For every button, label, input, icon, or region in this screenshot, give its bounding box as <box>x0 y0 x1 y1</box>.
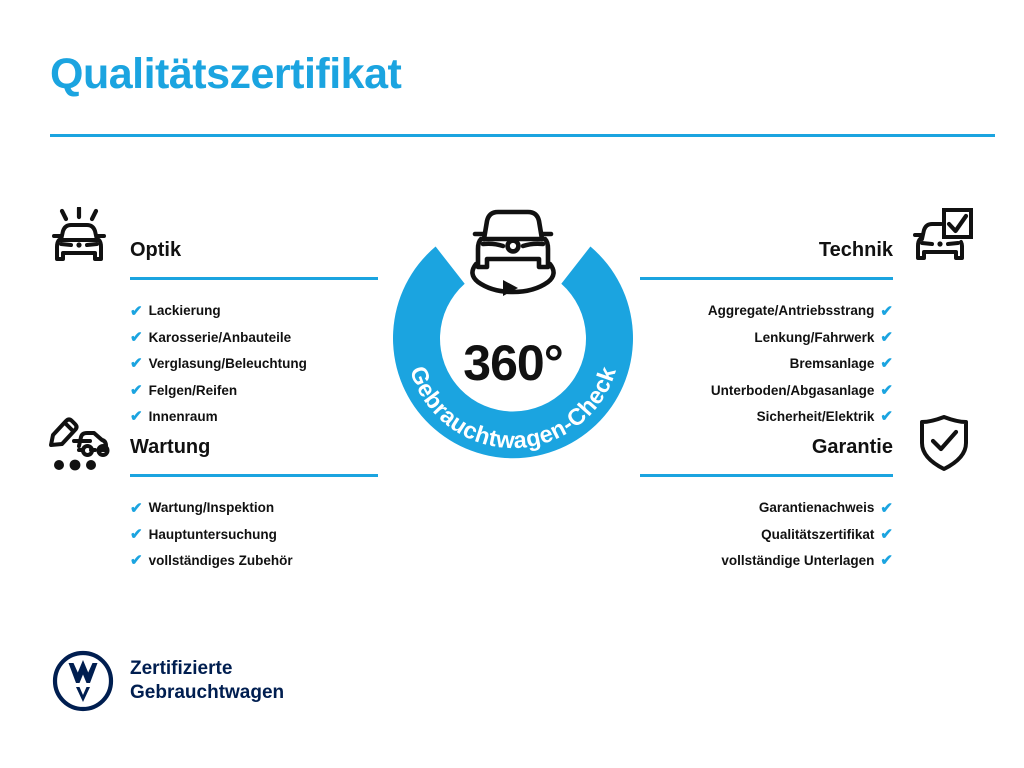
section-technik-title: Technik <box>818 239 893 261</box>
section-garantie-list: Garantienachweis ✔ Qualitätszertifikat ✔… <box>640 495 893 574</box>
list-item: Aggregate/Antriebsstrang ✔ <box>640 298 893 324</box>
check-icon: ✔ <box>880 408 893 426</box>
section-garantie-underline <box>640 474 893 477</box>
check-icon: ✔ <box>880 302 893 320</box>
vw-logo-icon <box>52 650 114 712</box>
check-icon: ✔ <box>880 552 893 570</box>
pencil-car-icon <box>46 414 112 479</box>
list-item-label: vollständiges Zubehör <box>148 553 293 569</box>
check-icon: ✔ <box>130 408 143 426</box>
list-item-label: Qualitätszertifikat <box>761 526 875 542</box>
section-technik: Technik Aggregate/Antriebsstrang ✔ Lenku… <box>640 240 893 430</box>
list-item-label: vollständige Unterlagen <box>721 553 875 569</box>
list-item: Sicherheit/Elektrik ✔ <box>640 404 893 430</box>
list-item-label: Bremsanlage <box>789 356 875 372</box>
check-icon: ✔ <box>880 381 893 399</box>
check-icon: ✔ <box>130 526 143 544</box>
section-wartung: Wartung ✔ Wartung/Inspektion ✔ Hauptunte… <box>130 437 378 574</box>
section-wartung-list: ✔ Wartung/Inspektion ✔ Hauptuntersuchung… <box>130 495 378 574</box>
list-item-label: Karosserie/Anbauteile <box>148 329 292 345</box>
section-optik-list: ✔ Lackierung ✔ Karosserie/Anbauteile ✔ V… <box>130 298 378 430</box>
vw-footer-logo: Zertifizierte Gebrauchtwagen <box>52 650 284 712</box>
section-technik-header: Technik <box>640 240 893 282</box>
section-wartung-header: Wartung <box>130 437 378 479</box>
car-rotate-icon <box>470 209 556 296</box>
section-wartung-underline <box>130 474 378 477</box>
list-item: ✔ Innenraum <box>130 404 378 430</box>
section-optik: Optik ✔ Lackierung ✔ Karosserie/Anbautei… <box>130 240 378 430</box>
check-icon: ✔ <box>130 329 143 347</box>
list-item-label: Felgen/Reifen <box>148 382 238 398</box>
section-technik-list: Aggregate/Antriebsstrang ✔ Lenkung/Fahrw… <box>640 298 893 430</box>
list-item: ✔ Karosserie/Anbauteile <box>130 324 378 350</box>
check-icon: ✔ <box>130 355 143 373</box>
list-item-label: Unterboden/Abgasanlage <box>710 382 875 398</box>
list-item: Lenkung/Fahrwerk ✔ <box>640 324 893 350</box>
list-item-label: Verglasung/Beleuchtung <box>148 356 307 372</box>
check-icon: ✔ <box>880 499 893 517</box>
badge-ring <box>393 246 633 459</box>
list-item: ✔ Hauptuntersuchung <box>130 521 378 547</box>
list-item: ✔ Lackierung <box>130 298 378 324</box>
check-icon: ✔ <box>130 499 143 517</box>
list-item-label: Lackierung <box>148 303 221 319</box>
car-shine-icon <box>48 205 110 274</box>
check-icon: ✔ <box>130 302 143 320</box>
list-item: vollständige Unterlagen ✔ <box>640 548 893 574</box>
check-icon: ✔ <box>880 355 893 373</box>
list-item: Garantienachweis ✔ <box>640 495 893 521</box>
shield-check-icon <box>917 413 971 478</box>
section-technik-underline <box>640 277 893 280</box>
list-item: ✔ Wartung/Inspektion <box>130 495 378 521</box>
check-icon: ✔ <box>880 526 893 544</box>
section-optik-underline <box>130 277 378 280</box>
list-item: ✔ Verglasung/Beleuchtung <box>130 351 378 377</box>
section-optik-header: Optik <box>130 240 378 282</box>
list-item-label: Garantienachweis <box>758 500 875 516</box>
vw-brand-text: Zertifizierte Gebrauchtwagen <box>130 657 285 703</box>
title-divider <box>50 134 995 137</box>
list-item: ✔ vollständiges Zubehör <box>130 548 378 574</box>
badge-360-check: Gebrauchtwagen-Check 360° <box>368 196 658 486</box>
car-checkbox-icon <box>908 207 974 274</box>
list-item-label: Aggregate/Antriebsstrang <box>707 303 875 319</box>
check-icon: ✔ <box>880 329 893 347</box>
list-item: ✔ Felgen/Reifen <box>130 377 378 403</box>
check-icon: ✔ <box>130 381 143 399</box>
list-item-label: Innenraum <box>148 408 218 424</box>
section-wartung-title: Wartung <box>130 436 211 458</box>
page-title: Qualitätszertifikat <box>50 50 402 98</box>
list-item-label: Wartung/Inspektion <box>148 500 275 516</box>
list-item: Unterboden/Abgasanlage ✔ <box>640 377 893 403</box>
check-icon: ✔ <box>130 552 143 570</box>
list-item-label: Hauptuntersuchung <box>148 526 277 542</box>
section-garantie: Garantie Garantienachweis ✔ Qualitätszer… <box>640 437 893 574</box>
section-garantie-header: Garantie <box>640 437 893 479</box>
list-item: Qualitätszertifikat ✔ <box>640 521 893 547</box>
section-garantie-title: Garantie <box>811 436 893 458</box>
list-item-label: Sicherheit/Elektrik <box>756 408 875 424</box>
list-item-label: Lenkung/Fahrwerk <box>754 329 875 345</box>
list-item: Bremsanlage ✔ <box>640 351 893 377</box>
section-optik-title: Optik <box>130 239 182 261</box>
